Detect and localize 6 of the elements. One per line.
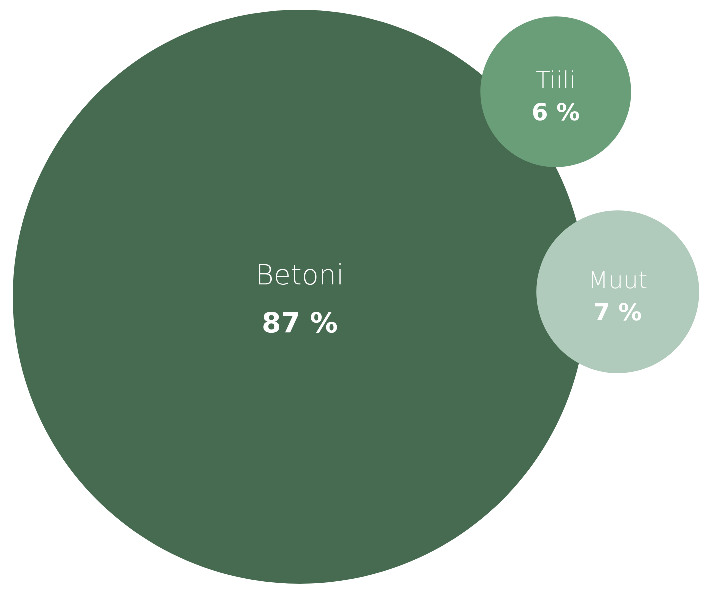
data-label: 6 % (533, 102, 580, 121)
category-label: Tiili (536, 70, 574, 89)
data-label: 7 % (595, 302, 642, 321)
data-label: 87 % (264, 312, 338, 334)
category-label: Muut (592, 271, 647, 289)
category-label: Betoni (259, 264, 341, 286)
